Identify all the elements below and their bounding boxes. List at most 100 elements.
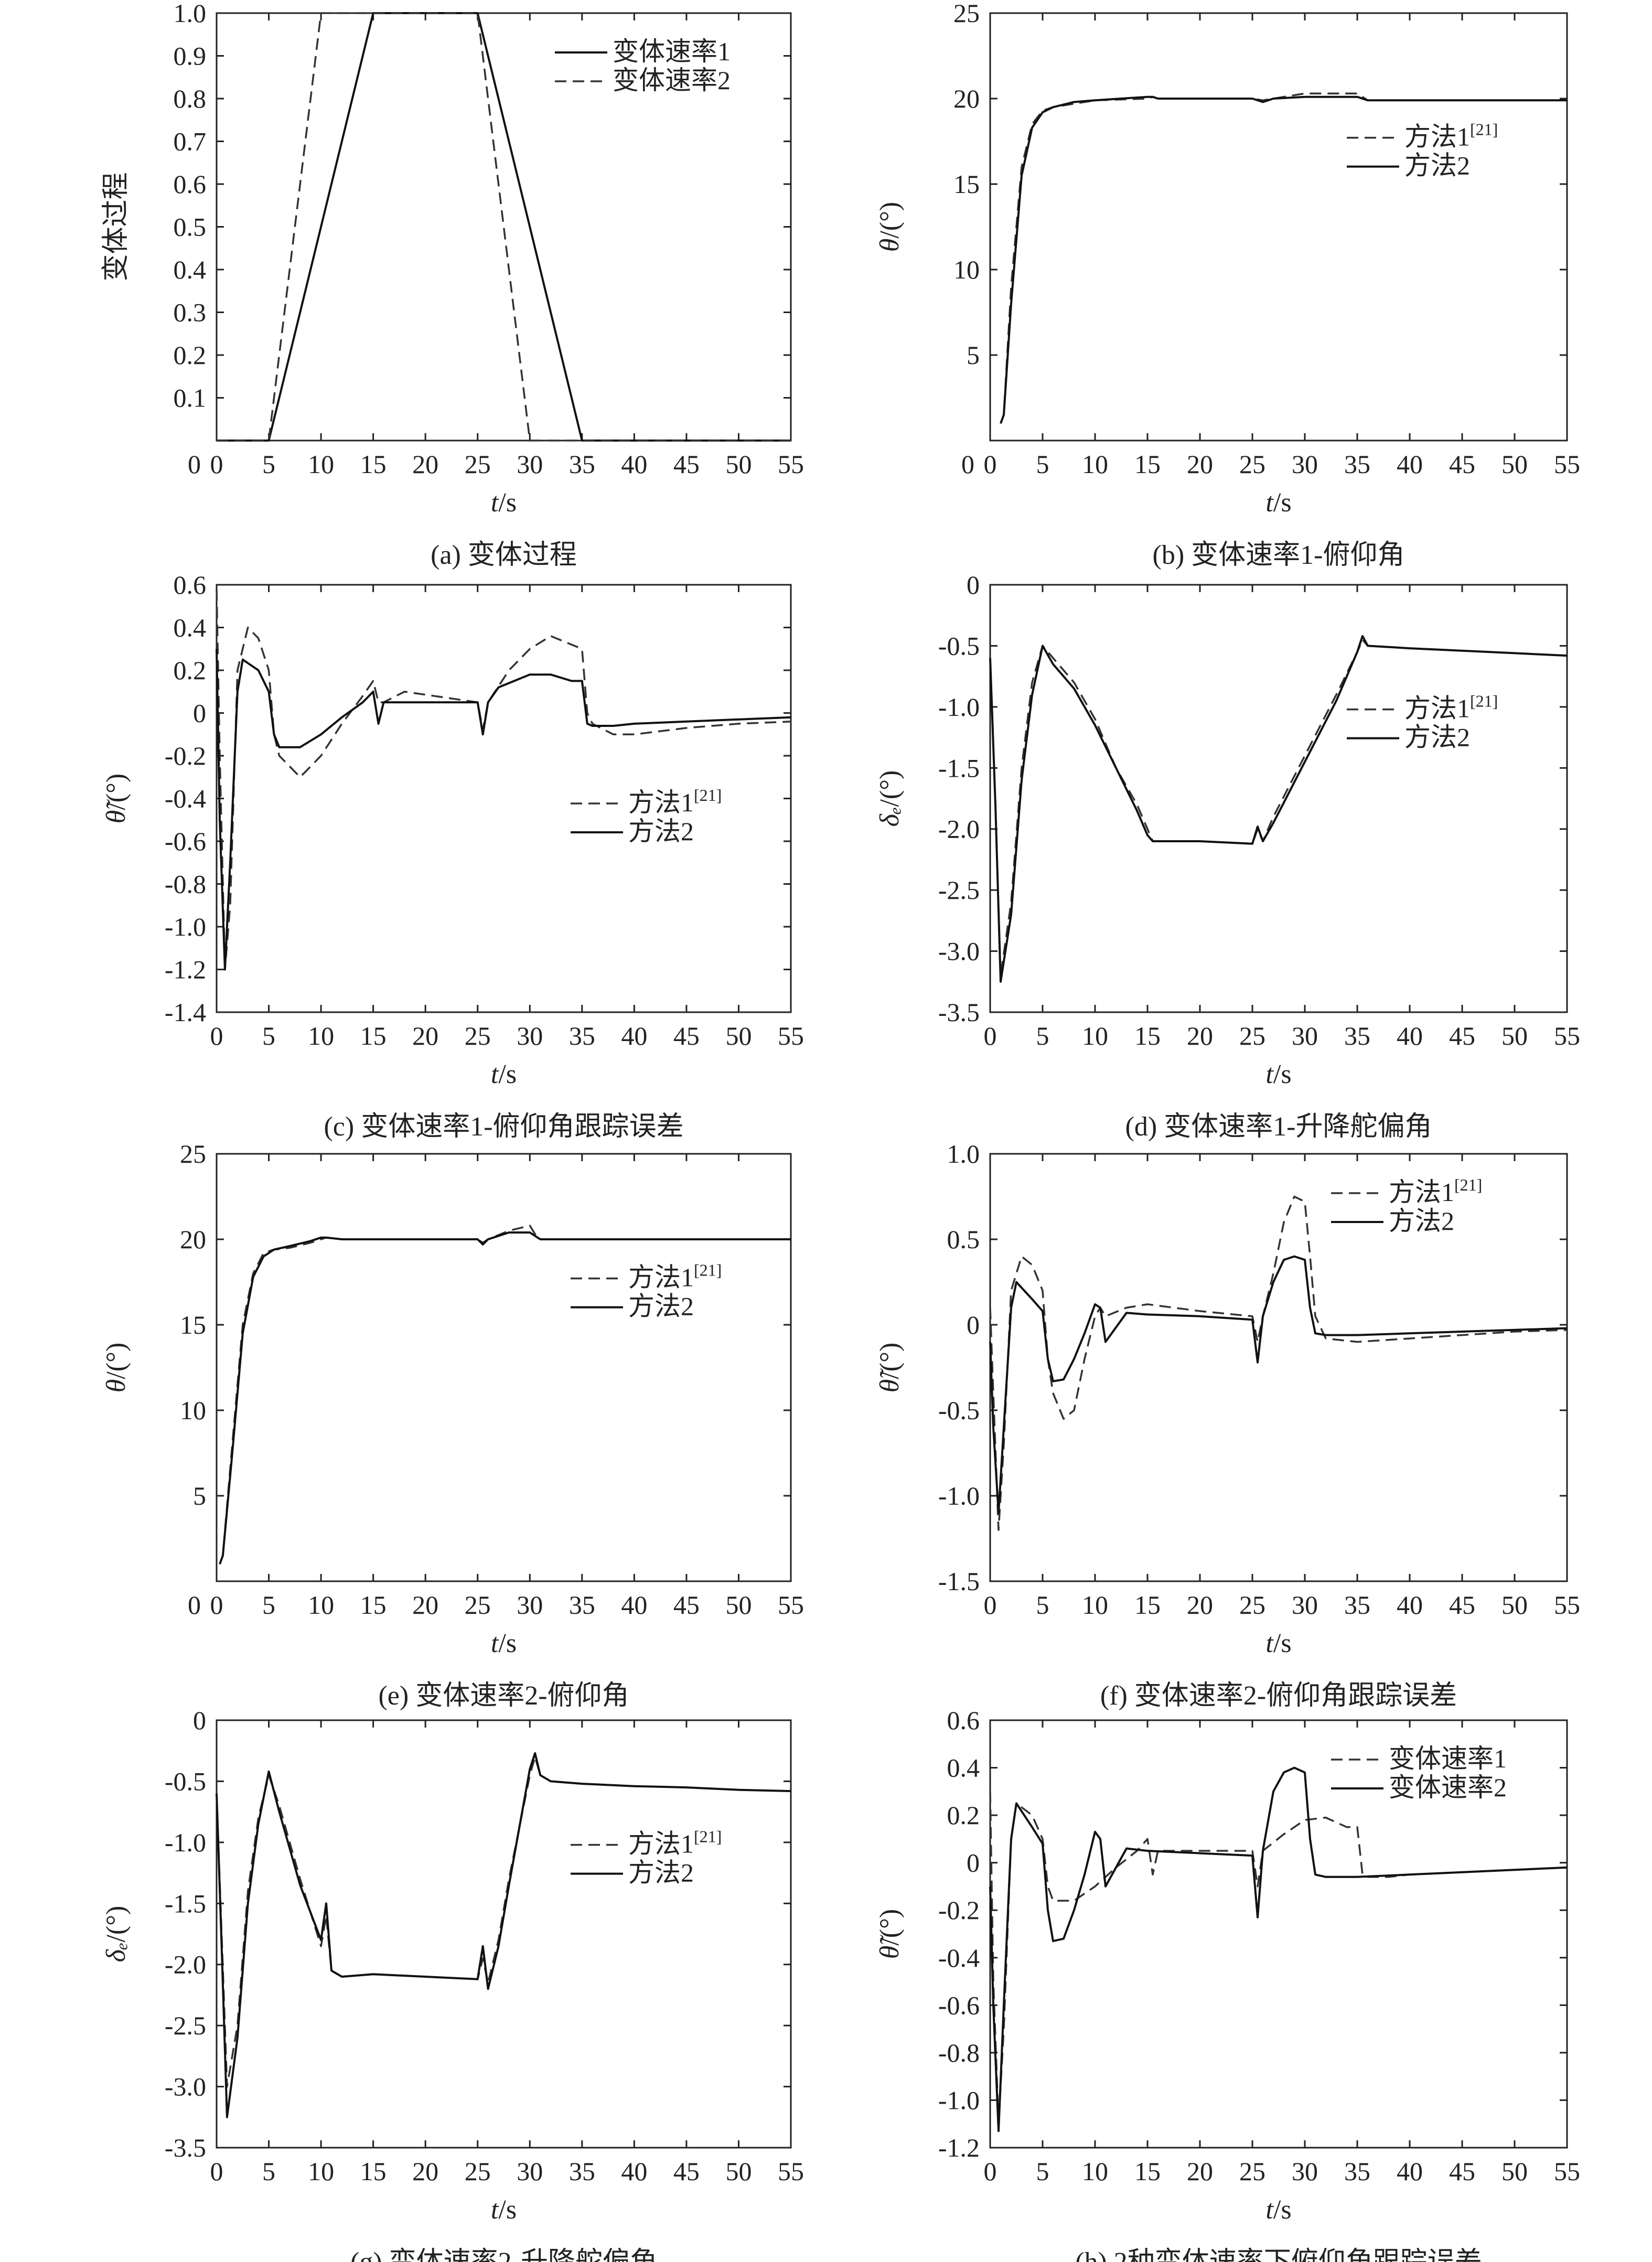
y-tick-label: 10 <box>953 255 980 284</box>
legend-label: 方法1[21] <box>628 1261 722 1292</box>
y-tick-label: 0.9 <box>174 41 207 71</box>
plot-frame <box>216 1153 792 1582</box>
x-axis-var: t <box>1265 1628 1274 1658</box>
y-tick-label: 15 <box>180 1310 206 1339</box>
y-tick-label: 15 <box>953 169 980 199</box>
y-axis-unit: 变体过程 <box>101 172 131 281</box>
y-tick-label: 25 <box>180 1139 206 1168</box>
legend-label: 方法1[21] <box>1404 692 1498 723</box>
x-tick-label: 15 <box>360 1021 387 1050</box>
x-tick-label: 15 <box>1134 1021 1161 1050</box>
series-line-2 <box>1000 95 1567 424</box>
x-tick-label: 35 <box>569 2157 595 2186</box>
caption: (d) 变体速率1-升降舵偏角 <box>1125 1112 1432 1142</box>
x-tick-label: 5 <box>262 449 275 479</box>
y-tick-label: -1.0 <box>938 692 980 722</box>
y-tick-label: -1.5 <box>938 753 980 782</box>
x-axis-label: t/s <box>491 1059 517 1089</box>
x-tick-label: 25 <box>1239 449 1265 479</box>
series-line-2 <box>216 649 791 971</box>
x-tick-label: 40 <box>1397 1021 1423 1050</box>
x-tick-label: 45 <box>1449 2157 1475 2186</box>
x-axis-var: t <box>491 488 499 518</box>
x-tick-label: 15 <box>1134 1590 1161 1620</box>
y-tick-label: -0.6 <box>165 827 206 856</box>
x-tick-label: 30 <box>517 2157 543 2186</box>
x-tick-label: 30 <box>1292 2157 1318 2186</box>
x-tick-label: 25 <box>465 2157 491 2186</box>
plot-frame <box>989 12 1568 442</box>
legend-label: 方法2 <box>1389 1206 1454 1236</box>
caption: (f) 变体速率2-俯仰角跟踪误差 <box>1100 1681 1457 1711</box>
legend-label: 方法2 <box>1404 723 1470 752</box>
x-tick-label: 10 <box>1082 1590 1108 1620</box>
x-tick-label: 5 <box>1036 1590 1049 1620</box>
y-tick-label: 0 <box>967 570 980 599</box>
legend: 方法1[21]方法2 <box>1347 120 1498 180</box>
x-tick-label: 5 <box>262 1590 275 1620</box>
x-tick-label: 40 <box>1397 449 1423 479</box>
x-tick-label: 55 <box>778 2157 804 2186</box>
x-tick-label: 20 <box>412 1021 438 1050</box>
origin-label: 0 <box>961 449 974 479</box>
y-tick-label: -1.4 <box>165 998 206 1027</box>
x-tick-label: 5 <box>1036 449 1049 479</box>
origin-label: 0 <box>188 1590 201 1620</box>
series-line-2 <box>989 1766 1568 2132</box>
x-axis-unit: /s <box>498 2195 517 2225</box>
x-tick-label: 10 <box>308 449 334 479</box>
caption: (a) 变体过程 <box>431 540 577 570</box>
x-tick-label: 10 <box>1082 2157 1108 2186</box>
x-tick-label: 30 <box>1292 449 1318 479</box>
x-tick-label: 35 <box>569 1590 595 1620</box>
y-tick-label: -0.4 <box>938 1943 980 1972</box>
y-tick-label: -1.5 <box>938 1567 980 1596</box>
legend-label: 方法2 <box>628 1858 694 1888</box>
x-tick-label: 25 <box>1239 2157 1265 2186</box>
x-axis-unit: /s <box>498 1059 517 1089</box>
x-axis-label: t/s <box>491 2195 517 2225</box>
x-tick-label: 25 <box>465 449 491 479</box>
x-axis-unit: /s <box>1273 488 1292 518</box>
y-axis-label: 变体过程 <box>101 172 131 281</box>
y-axis-unit: /(°) <box>875 202 905 239</box>
x-tick-label: 10 <box>1082 1021 1108 1050</box>
x-tick-label: 50 <box>725 2157 752 2186</box>
legend-label: 变体速率2 <box>613 66 731 95</box>
y-tick-label: -2.5 <box>165 2011 206 2040</box>
y-axis-var: δₑ <box>101 1943 131 1963</box>
x-tick-label: 20 <box>412 449 438 479</box>
y-axis-label: θ̃/(°) <box>875 1909 905 1959</box>
legend: 方法1[21]方法2 <box>571 1827 722 1888</box>
legend: 方法1[21]方法2 <box>571 786 722 846</box>
chart-panel-c: 0 5 10 15 20 25 30 35 40 45 50 55 -1.4 -1.2 -1.0 -0.8 -0… <box>101 570 804 1142</box>
x-tick-label: 15 <box>1134 449 1161 479</box>
series-line-1 <box>989 1195 1568 1531</box>
y-tick-label: 1.0 <box>947 1139 980 1168</box>
legend-label: 变体速率2 <box>1389 1773 1507 1802</box>
y-tick-label: 0.7 <box>174 127 207 156</box>
x-axis-var: t <box>1265 1059 1274 1089</box>
y-axis-unit: /(°) <box>101 774 131 810</box>
plot-frame <box>989 1719 1568 2149</box>
x-tick-label: 0 <box>984 1021 997 1050</box>
x-tick-label: 35 <box>1344 1590 1370 1620</box>
x-axis-label: t/s <box>491 1628 517 1658</box>
x-tick-label: 15 <box>360 1590 387 1620</box>
x-tick-label: 50 <box>725 1590 752 1620</box>
y-axis-label: θ/(°) <box>101 1343 131 1392</box>
caption: (h) 2种变体速率下俯仰角跟踪误差 <box>1075 2247 1482 2262</box>
x-tick-label: 30 <box>1292 1590 1318 1620</box>
y-tick-label: -3.5 <box>165 2133 206 2162</box>
y-tick-label: 10 <box>180 1396 206 1425</box>
x-axis-unit: /s <box>498 1628 517 1658</box>
y-tick-label: -2.0 <box>165 1950 206 1979</box>
x-tick-label: 0 <box>210 449 223 479</box>
x-tick-label: 25 <box>1239 1021 1265 1050</box>
series-line-2 <box>216 1752 791 2118</box>
legend-label: 方法1[21] <box>1389 1175 1482 1207</box>
legend: 方法1[21]方法2 <box>1347 692 1498 752</box>
x-tick-label: 55 <box>1554 1021 1580 1050</box>
legend-label: 方法2 <box>628 817 694 846</box>
